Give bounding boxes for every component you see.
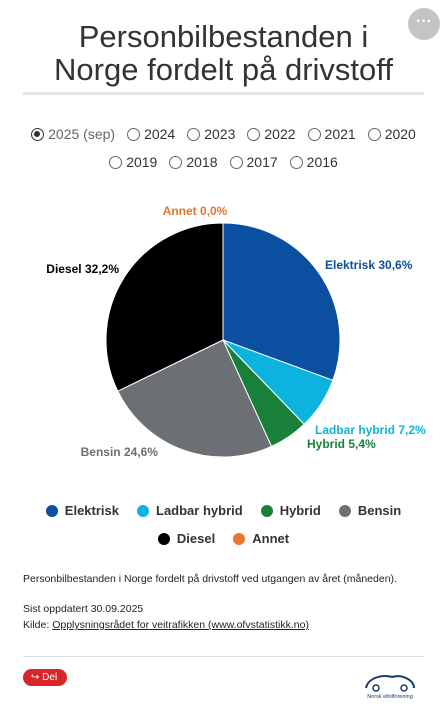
radio-circle[interactable]	[187, 127, 201, 141]
divider	[23, 92, 424, 95]
radio-circle[interactable]	[31, 127, 45, 141]
share-button[interactable]: ↪ Del	[23, 669, 68, 686]
data-label: Ladbar hybrid 7,2%	[315, 423, 426, 437]
radio-label: 2021	[324, 126, 356, 142]
radio-circle[interactable]	[289, 155, 303, 169]
radio-label: 2019	[126, 154, 158, 170]
year-selector: 2025 (sep) 2024 2023 2022 2021 2020 2019 2018 20…	[30, 125, 417, 171]
year-radio[interactable]: 2016	[289, 153, 338, 171]
menu-button[interactable]: ···	[408, 8, 440, 40]
source: Kilde: Opplysningsrådet for veitrafikken…	[23, 619, 309, 631]
year-radio[interactable]: 2023	[187, 125, 235, 143]
legend-swatch	[45, 504, 58, 517]
divider	[23, 656, 424, 657]
radio-label: 2018	[186, 154, 218, 170]
year-radio[interactable]: 2017	[229, 153, 278, 171]
radio-circle[interactable]	[367, 127, 381, 141]
legend-swatch	[233, 532, 246, 545]
legend-label: Ladbar hybrid	[156, 503, 243, 518]
legend-item[interactable]: Ladbar hybrid	[137, 502, 243, 519]
logo: Norsk elbilforening	[360, 672, 420, 700]
description: Personbilbestanden i Norge fordelt på dr…	[23, 573, 397, 585]
legend-swatch	[260, 504, 273, 517]
radio-circle[interactable]	[307, 127, 321, 141]
legend-item[interactable]: Diesel	[157, 530, 216, 547]
title: Personbilbestanden i Norge fordelt på dr…	[0, 20, 447, 86]
logo-icon	[365, 675, 415, 692]
radio-circle[interactable]	[229, 155, 243, 169]
data-label: Elektrisk 30,6%	[325, 258, 413, 272]
year-radio[interactable]: 2022	[247, 125, 296, 143]
legend-item[interactable]: Annet	[233, 530, 289, 547]
radio-circle[interactable]	[127, 127, 141, 141]
legend-label: Annet	[252, 531, 290, 546]
radio-label: 2017	[246, 154, 278, 170]
legend-label: Hybrid	[279, 503, 321, 518]
legend-item[interactable]: Elektrisk	[45, 502, 119, 519]
title-line: Personbilbestanden i	[78, 19, 369, 54]
source-label: Kilde:	[23, 619, 50, 631]
pie-slice	[105, 222, 224, 392]
radio-label: 2022	[264, 126, 296, 142]
year-radio[interactable]: 2025 (sep)	[31, 125, 115, 143]
radio-label: 2025 (sep)	[48, 126, 116, 142]
logo-text: Norsk elbilforening	[367, 694, 413, 700]
legend-label: Elektrisk	[64, 503, 119, 518]
source-link[interactable]: Opplysningsrådet for veitrafikken (www.o…	[52, 619, 309, 631]
data-label: Diesel 32,2%	[46, 262, 119, 276]
legend-item[interactable]: Hybrid	[260, 502, 321, 519]
year-radio[interactable]: 2018	[169, 153, 218, 171]
year-radio[interactable]: 2024	[127, 125, 175, 143]
share-label: Del	[42, 672, 58, 683]
legend-label: Bensin	[357, 503, 402, 518]
radio-label: 2016	[306, 154, 338, 170]
radio-circle[interactable]	[169, 155, 183, 169]
legend-swatch	[157, 532, 170, 545]
radio-circle[interactable]	[109, 155, 123, 169]
title-line: Norge fordelt på drivstoff	[54, 52, 393, 87]
radio-label: 2020	[384, 126, 416, 142]
year-radio[interactable]: 2020	[367, 125, 416, 143]
pie-slice	[222, 222, 341, 381]
radio-circle[interactable]	[247, 127, 261, 141]
legend: Elektrisk Ladbar hybrid Hybrid Bensin Diesel…	[30, 502, 417, 547]
radio-label: 2024	[144, 126, 176, 142]
radio-label: 2023	[204, 126, 236, 142]
legend-swatch	[338, 504, 351, 517]
legend-swatch	[137, 504, 149, 517]
pie-slice	[117, 339, 273, 458]
pie-chart: Elektrisk 30,6% Ladbar hybrid 7,2%Hybrid …	[46, 204, 426, 459]
data-label: Hybrid 5,4%	[307, 437, 376, 451]
year-radio[interactable]: 2019	[109, 153, 157, 171]
legend-item[interactable]: Bensin	[338, 502, 402, 519]
legend-label: Diesel	[176, 531, 216, 546]
data-label: Annet 0,0%	[163, 204, 228, 218]
year-radio[interactable]: 2021	[307, 125, 356, 143]
data-label: Bensin 24,6%	[81, 445, 159, 459]
updated: Sist oppdatert 30.09.2025	[23, 603, 144, 615]
